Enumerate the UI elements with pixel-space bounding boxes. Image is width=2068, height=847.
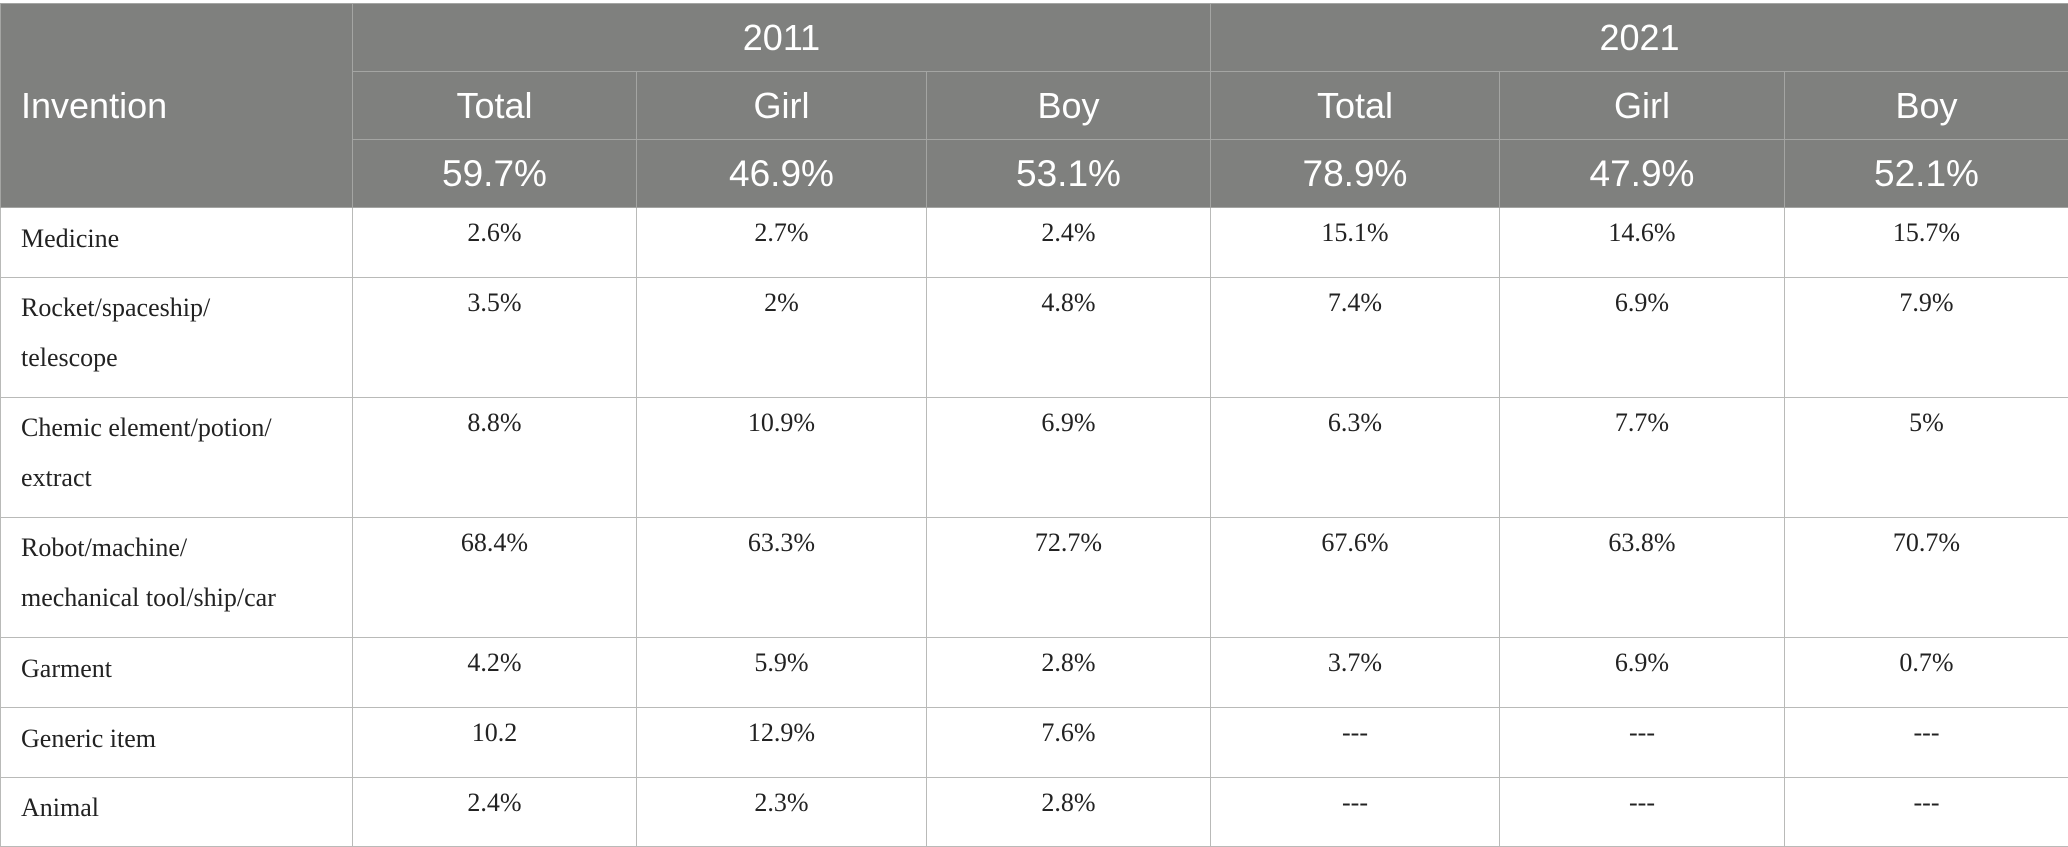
table-cell: 7.9% xyxy=(1785,278,2068,398)
year-header-2011: 2011 xyxy=(353,4,1211,72)
table-cell: 2.6% xyxy=(353,208,637,278)
table-cell: 14.6% xyxy=(1500,208,1785,278)
table-cell: --- xyxy=(1211,778,1500,847)
table-cell: 70.7% xyxy=(1785,518,2068,638)
table-cell: 2.8% xyxy=(927,778,1211,847)
total-2021-boy: 52.1% xyxy=(1785,140,2068,208)
table-cell: 63.3% xyxy=(637,518,927,638)
table-cell: --- xyxy=(1785,708,2068,778)
sub-header-2011-boy: Boy xyxy=(927,72,1211,140)
table-cell: 2.8% xyxy=(927,638,1211,708)
table-cell: 5.9% xyxy=(637,638,927,708)
table-cell: 7.7% xyxy=(1500,398,1785,518)
row-label: Garment xyxy=(1,638,353,708)
total-2021-total: 78.9% xyxy=(1211,140,1500,208)
table-row-garment: Garment 4.2% 5.9% 2.8% 3.7% 6.9% 0.7% xyxy=(1,638,2068,708)
table-cell: 2.3% xyxy=(637,778,927,847)
table-cell: 6.9% xyxy=(1500,638,1785,708)
header-corner-cell xyxy=(1,4,353,72)
table-row-medicine: Medicine 2.6% 2.7% 2.4% 15.1% 14.6% 15.7… xyxy=(1,208,2068,278)
total-2011-boy: 53.1% xyxy=(927,140,1211,208)
table-cell: 5% xyxy=(1785,398,2068,518)
table-row-rocket: Rocket/spaceship/ telescope 3.5% 2% 4.8%… xyxy=(1,278,2068,398)
table-cell: 0.7% xyxy=(1785,638,2068,708)
table-cell: 6.9% xyxy=(1500,278,1785,398)
table-cell: 67.6% xyxy=(1211,518,1500,638)
table-cell: 4.8% xyxy=(927,278,1211,398)
year-header-2021: 2021 xyxy=(1211,4,2068,72)
sub-header-2021-girl: Girl xyxy=(1500,72,1785,140)
total-2021-girl: 47.9% xyxy=(1500,140,1785,208)
table-cell: 4.2% xyxy=(353,638,637,708)
row-label: Rocket/spaceship/ telescope xyxy=(1,278,353,398)
table-cell: 15.7% xyxy=(1785,208,2068,278)
table-cell: 6.3% xyxy=(1211,398,1500,518)
table-cell: 3.5% xyxy=(353,278,637,398)
sub-header-2011-girl: Girl xyxy=(637,72,927,140)
table-row-robot: Robot/machine/ mechanical tool/ship/car … xyxy=(1,518,2068,638)
table-cell: --- xyxy=(1500,778,1785,847)
invention-header-spacer xyxy=(1,140,353,208)
table-cell: 2.7% xyxy=(637,208,927,278)
sub-header-2021-total: Total xyxy=(1211,72,1500,140)
table-row-chemic: Chemic element/potion/ extract 8.8% 10.9… xyxy=(1,398,2068,518)
total-2011-girl: 46.9% xyxy=(637,140,927,208)
table-cell: 8.8% xyxy=(353,398,637,518)
header-row-years: 2011 2021 xyxy=(1,4,2068,72)
table-row-generic-item: Generic item 10.2 12.9% 7.6% --- --- --- xyxy=(1,708,2068,778)
header-row-totals: 59.7% 46.9% 53.1% 78.9% 47.9% 52.1% xyxy=(1,140,2068,208)
table-cell: 68.4% xyxy=(353,518,637,638)
table-cell: 63.8% xyxy=(1500,518,1785,638)
table-cell: 15.1% xyxy=(1211,208,1500,278)
table-cell: 7.6% xyxy=(927,708,1211,778)
table-cell: 2.4% xyxy=(927,208,1211,278)
data-table-container: 2011 2021 Invention Total Girl Boy Total… xyxy=(0,3,2068,847)
invention-table: 2011 2021 Invention Total Girl Boy Total… xyxy=(0,3,2068,847)
table-header: 2011 2021 Invention Total Girl Boy Total… xyxy=(1,4,2068,208)
table-cell: --- xyxy=(1211,708,1500,778)
row-label: Generic item xyxy=(1,708,353,778)
table-body: Medicine 2.6% 2.7% 2.4% 15.1% 14.6% 15.7… xyxy=(1,208,2068,847)
table-cell: 6.9% xyxy=(927,398,1211,518)
row-label: Medicine xyxy=(1,208,353,278)
table-cell: 7.4% xyxy=(1211,278,1500,398)
table-row-animal: Animal 2.4% 2.3% 2.8% --- --- --- xyxy=(1,778,2068,847)
total-2011-total: 59.7% xyxy=(353,140,637,208)
sub-header-2021-boy: Boy xyxy=(1785,72,2068,140)
table-cell: 12.9% xyxy=(637,708,927,778)
row-label: Chemic element/potion/ extract xyxy=(1,398,353,518)
invention-column-header: Invention xyxy=(1,72,353,140)
table-cell: --- xyxy=(1500,708,1785,778)
table-cell: 2.4% xyxy=(353,778,637,847)
table-cell: 10.2 xyxy=(353,708,637,778)
sub-header-2011-total: Total xyxy=(353,72,637,140)
table-cell: --- xyxy=(1785,778,2068,847)
table-cell: 10.9% xyxy=(637,398,927,518)
table-cell: 3.7% xyxy=(1211,638,1500,708)
table-cell: 72.7% xyxy=(927,518,1211,638)
table-cell: 2% xyxy=(637,278,927,398)
row-label: Animal xyxy=(1,778,353,847)
row-label: Robot/machine/ mechanical tool/ship/car xyxy=(1,518,353,638)
header-row-groups: Invention Total Girl Boy Total Girl Boy xyxy=(1,72,2068,140)
